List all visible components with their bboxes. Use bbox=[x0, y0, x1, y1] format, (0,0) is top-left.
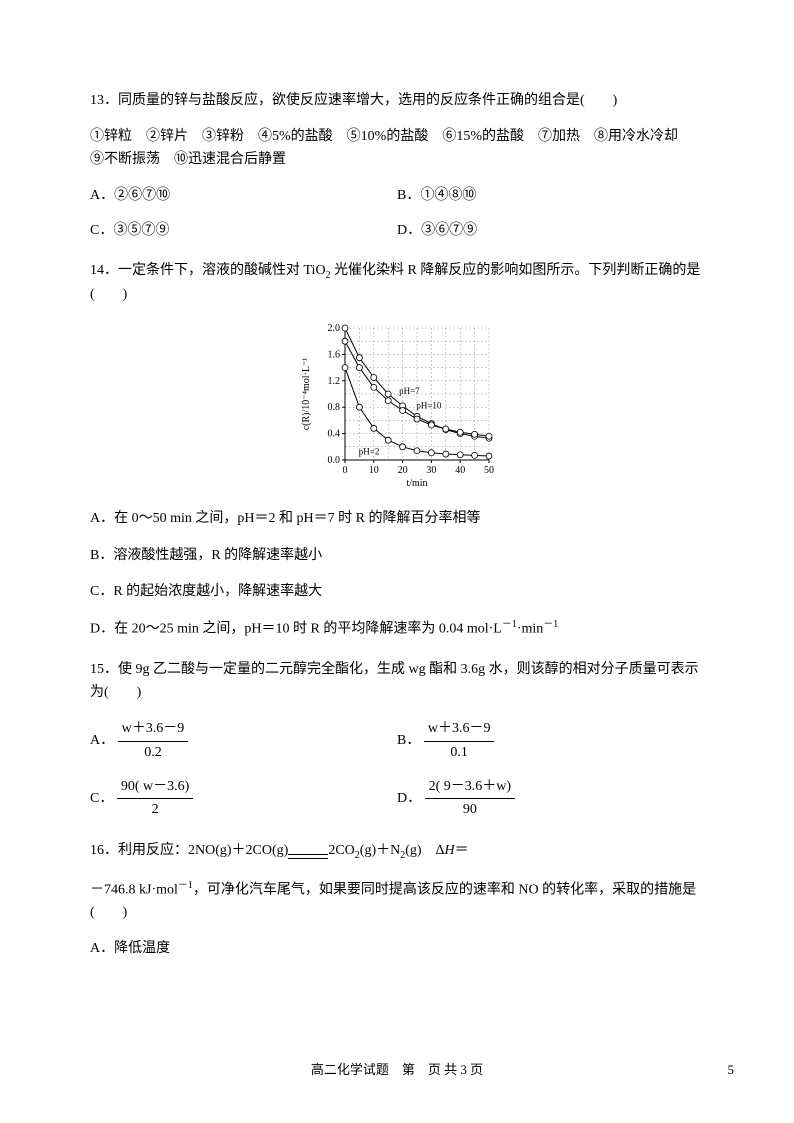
q15-d-frac: 2( 9－3.6＋w) 90 bbox=[425, 776, 515, 822]
q15-row-1: A． w＋3.6－9 0.2 B． w＋3.6－9 0.1 bbox=[90, 718, 704, 764]
q15-c-den: 2 bbox=[117, 799, 193, 821]
q13-opt-a: A．②⑥⑦⑩ bbox=[90, 185, 397, 207]
q15-b-den: 0.1 bbox=[424, 742, 495, 764]
q15-a-den: 0.2 bbox=[118, 742, 189, 764]
question-15: 15．使 9g 乙二酸与一定量的二元醇完全酯化，生成 wg 酯和 3.6g 水，… bbox=[90, 659, 704, 821]
page-number: 5 bbox=[728, 1060, 735, 1081]
q15-opt-c: C． 90( w－3.6) 2 bbox=[90, 776, 397, 822]
svg-text:t/min: t/min bbox=[406, 478, 427, 489]
q15-opt-d: D． 2( 9－3.6＋w) 90 bbox=[397, 776, 704, 822]
q14-neg1-a: －1 bbox=[502, 619, 517, 630]
svg-text:pH=10: pH=10 bbox=[416, 401, 442, 411]
q15-opt-a: A． w＋3.6－9 0.2 bbox=[90, 718, 397, 764]
svg-text:0.8: 0.8 bbox=[328, 402, 341, 413]
q13-options-row-2: C．③⑤⑦⑨ D．③⑥⑦⑨ bbox=[90, 220, 704, 242]
svg-text:1.2: 1.2 bbox=[328, 376, 341, 387]
q15-b-num: w＋3.6－9 bbox=[424, 718, 495, 741]
q16-neg1: －1 bbox=[178, 880, 193, 891]
q16-a: 16．利用反应：2NO(g)＋2CO(g) bbox=[90, 843, 288, 858]
q16-c: (g)＋N bbox=[360, 843, 400, 858]
q16-d: (g) Δ bbox=[405, 843, 444, 858]
q13-stem: 13．同质量的锌与盐酸反应，欲使反应速率增大，选用的反应条件正确的组合是( ) bbox=[90, 90, 704, 112]
q15-a-frac: w＋3.6－9 0.2 bbox=[118, 718, 189, 764]
question-14: 14．一定条件下，溶液的酸碱性对 TiO2 光催化染料 R 降解反应的影响如图所… bbox=[90, 260, 704, 641]
q15-c-num: 90( w－3.6) bbox=[117, 776, 193, 799]
svg-text:2.0: 2.0 bbox=[328, 323, 341, 334]
q14-opt-b: B．溶液酸性越强，R 的降解速率越小 bbox=[90, 545, 704, 567]
q14-stem-a: 14．一定条件下，溶液的酸碱性对 TiO bbox=[90, 263, 326, 278]
page-footer: 高二化学试题 第 页 共 3 页 bbox=[0, 1060, 794, 1081]
q14-opt-c: C．R 的起始浓度越小，降解速率越大 bbox=[90, 581, 704, 603]
svg-text:0.4: 0.4 bbox=[328, 429, 341, 440]
q13-opt-c: C．③⑤⑦⑨ bbox=[90, 220, 397, 242]
svg-text:40: 40 bbox=[455, 465, 465, 476]
svg-text:50: 50 bbox=[484, 465, 494, 476]
q13-opt-d: D．③⑥⑦⑨ bbox=[397, 220, 704, 242]
q14-opt-d-b: ·min bbox=[517, 622, 543, 637]
q15-d-num: 2( 9－3.6＋w) bbox=[425, 776, 515, 799]
q13-conditions: ①锌粒 ②锌片 ③锌粉 ④5%的盐酸 ⑤10%的盐酸 ⑥15%的盐酸 ⑦加热 ⑧… bbox=[90, 126, 704, 171]
svg-text:0.0: 0.0 bbox=[328, 455, 341, 466]
q14-chart: 0 10 20 30 40 50 0.0 0.4 0.8 1.2 1.6 2.0 t/min c(R)/1… bbox=[297, 320, 497, 490]
q14-opt-a: A．在 0～50 min 之间，pH＝2 和 pH＝7 时 R 的降解百分率相等 bbox=[90, 508, 704, 530]
q15-c-label: C． bbox=[90, 791, 113, 806]
q15-opt-b: B． w＋3.6－9 0.1 bbox=[397, 718, 704, 764]
q14-chart-wrap: 0 10 20 30 40 50 0.0 0.4 0.8 1.2 1.6 2.0 t/min c(R)/1… bbox=[90, 320, 704, 490]
q15-a-num: w＋3.6－9 bbox=[118, 718, 189, 741]
question-13: 13．同质量的锌与盐酸反应，欲使反应速率增大，选用的反应条件正确的组合是( ) … bbox=[90, 90, 704, 242]
q15-stem: 15．使 9g 乙二酸与一定量的二元醇完全酯化，生成 wg 酯和 3.6g 水，… bbox=[90, 659, 704, 704]
q15-d-den: 90 bbox=[425, 799, 515, 821]
svg-text:0: 0 bbox=[343, 465, 348, 476]
q16-stem: 16．利用反应：2NO(g)＋2CO(g)2CO2(g)＋N2(g) ΔH＝ bbox=[90, 840, 704, 864]
svg-text:1.6: 1.6 bbox=[328, 350, 341, 361]
q15-row-2: C． 90( w－3.6) 2 D． 2( 9－3.6＋w) 90 bbox=[90, 776, 704, 822]
q14-stem: 14．一定条件下，溶液的酸碱性对 TiO2 光催化染料 R 降解反应的影响如图所… bbox=[90, 260, 704, 306]
q14-opt-d: D．在 20～25 min 之间，pH＝10 时 R 的平均降解速率为 0.04… bbox=[90, 617, 704, 641]
q15-b-frac: w＋3.6－9 0.1 bbox=[424, 718, 495, 764]
q13-opt-b: B．①④⑧⑩ bbox=[397, 185, 704, 207]
q16-h: H bbox=[445, 843, 455, 858]
q15-c-frac: 90( w－3.6) 2 bbox=[117, 776, 193, 822]
svg-text:20: 20 bbox=[398, 465, 408, 476]
q16-b: 2CO bbox=[328, 843, 354, 858]
svg-text:pH=2: pH=2 bbox=[359, 447, 380, 457]
q14-opt-d-a: D．在 20～25 min 之间，pH＝10 时 R 的平均降解速率为 0.04… bbox=[90, 622, 502, 637]
q16-line2-a: －746.8 kJ·mol bbox=[90, 882, 178, 897]
q16-line2: －746.8 kJ·mol－1，可净化汽车尾气，如果要同时提高该反应的速率和 N… bbox=[90, 878, 704, 924]
q15-d-label: D． bbox=[397, 791, 421, 806]
q15-b-label: B． bbox=[397, 733, 420, 748]
question-16: 16．利用反应：2NO(g)＋2CO(g)2CO2(g)＋N2(g) ΔH＝ －… bbox=[90, 840, 704, 961]
q16-opt-a: A．降低温度 bbox=[90, 938, 704, 960]
q16-e: ＝ bbox=[455, 843, 469, 858]
svg-text:pH=7: pH=7 bbox=[399, 386, 420, 396]
svg-text:10: 10 bbox=[369, 465, 379, 476]
svg-text:30: 30 bbox=[426, 465, 436, 476]
q14-neg1-b: －1 bbox=[543, 619, 558, 630]
q13-options-row-1: A．②⑥⑦⑩ B．①④⑧⑩ bbox=[90, 185, 704, 207]
svg-text:c(R)/10⁻⁴mol·L⁻¹: c(R)/10⁻⁴mol·L⁻¹ bbox=[301, 358, 312, 431]
q15-a-label: A． bbox=[90, 733, 114, 748]
